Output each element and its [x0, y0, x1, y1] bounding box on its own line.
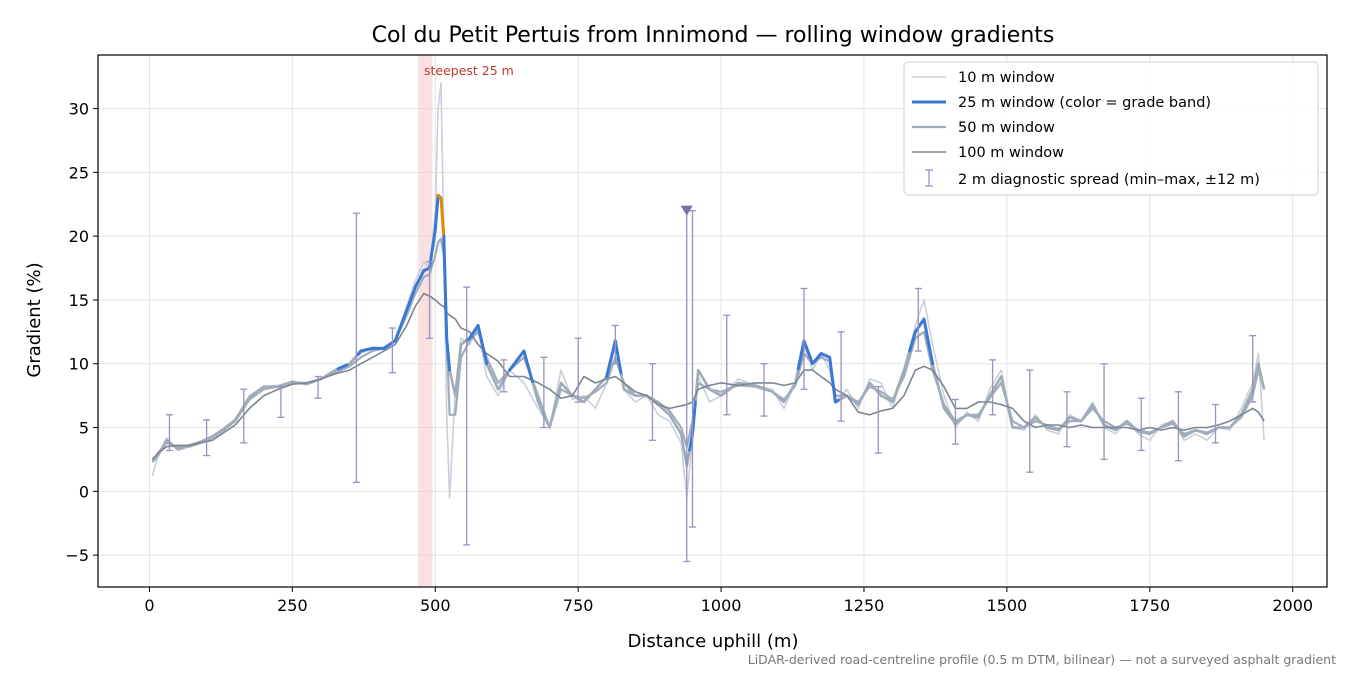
y-tick-label: 20 — [69, 227, 89, 246]
series-line-25m-blue-segment — [508, 349, 534, 384]
y-tick-label: 10 — [69, 355, 89, 374]
plot-frame — [97, 54, 1328, 588]
x-tick-label: 250 — [277, 596, 308, 615]
y-tick-label: −5 — [65, 546, 89, 565]
y-tick-label: 0 — [79, 482, 89, 501]
legend-swatch-errorbar — [925, 169, 933, 187]
legend: 10 m window 25 m window (color = grade b… — [903, 61, 1319, 196]
x-tick-label: 1500 — [987, 596, 1028, 615]
series-line-25m-blue-segment — [908, 317, 935, 366]
y-axis-ticks: −5 0 5 10 15 20 25 30 — [65, 100, 98, 565]
axes-frame — [97, 54, 1328, 588]
x-tick-label: 1000 — [701, 596, 742, 615]
legend-label-10m: 10 m window — [958, 70, 1055, 86]
series-line-25m-blue-segment — [336, 363, 349, 371]
legend-label-50m: 50 m window — [958, 120, 1055, 136]
y-tick-label: 25 — [69, 163, 89, 182]
y-axis-label: Gradient (%) — [24, 262, 45, 377]
x-tick-label: 1250 — [844, 596, 885, 615]
y-tick-label: 15 — [69, 291, 89, 310]
x-tick-label: 1750 — [1129, 596, 1170, 615]
x-tick-label: 750 — [563, 596, 594, 615]
x-axis-ticks: 0 250 500 750 1000 1250 1500 1750 2000 — [144, 587, 1313, 615]
x-tick-label: 0 — [144, 596, 154, 615]
series-line-25m-blue-segment — [356, 269, 426, 356]
legend-box — [903, 61, 1319, 196]
clipped-marker — [680, 205, 693, 216]
steepest-annotation: steepest 25 m — [424, 63, 514, 78]
steepest-band — [418, 55, 433, 587]
x-axis-label: Distance uphill (m) — [628, 631, 799, 652]
series-line-25m-blue-segment — [422, 193, 440, 273]
x-tick-label: 2000 — [1272, 596, 1313, 615]
x-tick-label: 500 — [420, 596, 451, 615]
series-line-25m-blue-segment — [465, 324, 489, 366]
series-line-25m-blue-segment — [442, 234, 452, 372]
legend-label-100m: 100 m window — [958, 145, 1064, 161]
legend-label-25m: 25 m window (color = grade band) — [958, 95, 1211, 111]
steepest-highlight — [418, 55, 433, 587]
series-line-25m-orange-segment — [436, 193, 446, 238]
y-tick-label: 5 — [79, 419, 89, 438]
diagnostic-error-bars — [165, 205, 1257, 563]
chart-title: Col du Petit Pertuis from Innimond — rol… — [372, 23, 1055, 48]
footnote: LiDAR-derived road-centreline profile (0… — [748, 652, 1336, 667]
y-tick-label: 30 — [69, 100, 89, 119]
legend-label-spread: 2 m diagnostic spread (min–max, ±12 m) — [958, 172, 1260, 188]
